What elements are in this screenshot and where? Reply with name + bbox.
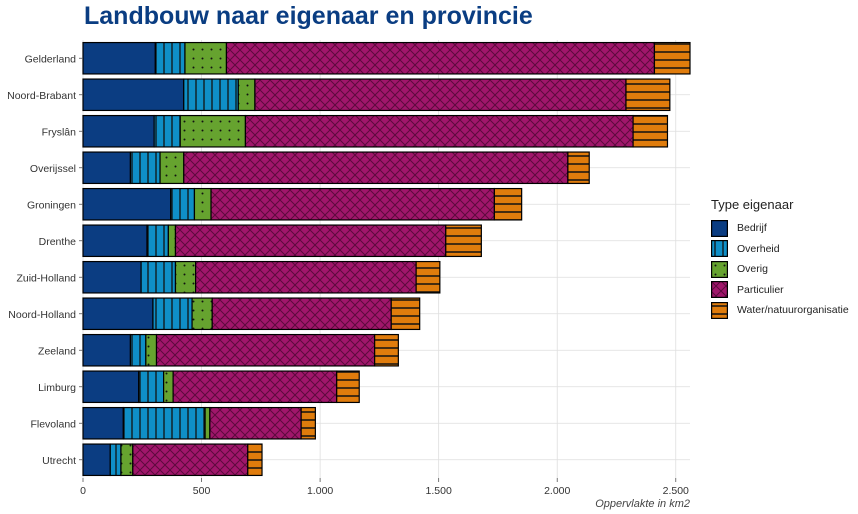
bar-zuid-holland-overig bbox=[174, 260, 197, 294]
bar-zeeland-particulier bbox=[155, 333, 376, 367]
legend-key-bedrijf bbox=[711, 219, 728, 237]
bar-overijssel-overig bbox=[159, 151, 185, 185]
bar-gelderland-bedrijf bbox=[82, 41, 156, 75]
bar-limburg-overig bbox=[163, 370, 174, 404]
legend-key-overig bbox=[711, 260, 728, 278]
bar-flevoland-bedrijf bbox=[82, 406, 124, 440]
y-tick-label-utrecht: Utrecht bbox=[42, 455, 76, 467]
bar-noord-holland-bedrijf bbox=[82, 297, 154, 331]
bar-zeeland-overig bbox=[145, 333, 158, 367]
bar-utrecht-overheid bbox=[109, 443, 122, 477]
bar-utrecht-bedrijf bbox=[82, 443, 111, 477]
legend-label: Water/natuurorganisatie bbox=[737, 304, 849, 317]
legend-key-particulier bbox=[711, 281, 728, 299]
bar-utrecht-water-natuurorganisatie bbox=[247, 443, 263, 477]
bar-fryslan-water-natuurorganisatie bbox=[632, 114, 669, 148]
legend-label: Overheid bbox=[737, 242, 780, 255]
bar-groningen-particulier bbox=[210, 187, 495, 221]
bar-groningen-overig bbox=[193, 187, 212, 221]
bar-flevoland-particulier bbox=[209, 406, 302, 440]
bar-noord-brabant-water-natuurorganisatie bbox=[625, 78, 671, 112]
bar-utrecht-particulier bbox=[132, 443, 249, 477]
y-tick-label-noord-brabant: Noord-Brabant bbox=[7, 90, 76, 102]
y-tick-label-drenthe: Drenthe bbox=[39, 236, 77, 248]
bar-gelderland-particulier bbox=[225, 41, 656, 75]
bar-zuid-holland-particulier bbox=[195, 260, 417, 294]
bar-noord-holland-overheid bbox=[152, 297, 193, 331]
chart-title: Landbouw naar eigenaar en provincie bbox=[84, 2, 533, 30]
legend-label: Bedrijf bbox=[737, 222, 767, 235]
y-tick-label-fryslan: Fryslân bbox=[42, 126, 77, 138]
x-axis-title: Oppervlakte in km2 bbox=[595, 498, 690, 510]
y-tick-label-zeeland: Zeeland bbox=[38, 345, 76, 357]
legend-item-overheid: Overheid bbox=[711, 239, 849, 260]
bar-limburg-bedrijf bbox=[82, 370, 140, 404]
x-tick-label: 1.000 bbox=[307, 485, 333, 497]
bar-noord-brabant-particulier bbox=[254, 78, 627, 112]
bar-overijssel-water-natuurorganisatie bbox=[567, 151, 590, 185]
bar-flevoland-overheid bbox=[122, 406, 206, 440]
legend-title: Type eigenaar bbox=[711, 197, 794, 212]
legend-label: Particulier bbox=[737, 283, 784, 296]
bar-drenthe-overig bbox=[167, 224, 177, 258]
bar-drenthe-water-natuurorganisatie bbox=[445, 224, 482, 258]
x-tick-label: 2.500 bbox=[663, 485, 689, 497]
y-tick-label-zuid-holland: Zuid-Holland bbox=[16, 272, 76, 284]
bar-overijssel-overheid bbox=[129, 151, 161, 185]
bar-groningen-bedrijf bbox=[82, 187, 172, 221]
bar-flevoland-water-natuurorganisatie bbox=[300, 406, 316, 440]
bar-flevoland-overig bbox=[204, 406, 211, 440]
bar-drenthe-overheid bbox=[146, 224, 169, 258]
bar-zeeland-overheid bbox=[129, 333, 147, 367]
bar-gelderland-overig bbox=[184, 41, 228, 75]
legend-item-particulier: Particulier bbox=[711, 280, 849, 301]
bar-zuid-holland-water-natuurorganisatie bbox=[415, 260, 441, 294]
x-tick-label: 2.000 bbox=[544, 485, 570, 497]
y-tick-label-limburg: Limburg bbox=[38, 382, 76, 394]
legend-key-water-natuurorganisatie bbox=[711, 301, 728, 319]
bar-groningen-water-natuurorganisatie bbox=[493, 187, 523, 221]
y-tick-label-overijssel: Overijssel bbox=[30, 163, 76, 175]
y-tick-label-groningen: Groningen bbox=[27, 199, 76, 211]
bar-drenthe-particulier bbox=[174, 224, 447, 258]
bar-limburg-water-natuurorganisatie bbox=[336, 370, 360, 404]
bar-zuid-holland-overheid bbox=[140, 260, 177, 294]
legend-label: Overig bbox=[737, 263, 768, 276]
bar-noord-holland-water-natuurorganisatie bbox=[390, 297, 421, 331]
bar-zeeland-bedrijf bbox=[82, 333, 132, 367]
legend-item-water-natuurorganisatie: Water/natuurorganisatie bbox=[711, 300, 849, 321]
bar-groningen-overheid bbox=[170, 187, 196, 221]
y-tick-label-gelderland: Gelderland bbox=[25, 53, 77, 65]
y-tick-label-noord-holland: Noord-Holland bbox=[8, 309, 76, 321]
bar-noord-brabant-overig bbox=[237, 78, 256, 112]
bar-noord-holland-particulier bbox=[211, 297, 392, 331]
bar-fryslan-overig bbox=[179, 114, 247, 148]
bar-noord-brabant-bedrijf bbox=[82, 78, 185, 112]
bar-utrecht-overig bbox=[120, 443, 134, 477]
legend-key-overheid bbox=[711, 240, 728, 258]
bar-drenthe-bedrijf bbox=[82, 224, 148, 258]
bar-fryslan-particulier bbox=[244, 114, 634, 148]
bar-overijssel-particulier bbox=[183, 151, 569, 185]
legend: Type eigenaar Bedrijf Overheid Overig Parti… bbox=[711, 197, 849, 321]
x-tick-label: 1.500 bbox=[426, 485, 452, 497]
bar-gelderland-overheid bbox=[154, 41, 186, 75]
x-tick-label: 500 bbox=[193, 485, 211, 497]
bar-fryslan-overheid bbox=[153, 114, 181, 148]
bar-noord-holland-overig bbox=[191, 297, 213, 331]
bar-zeeland-water-natuurorganisatie bbox=[374, 333, 399, 367]
bar-noord-brabant-overheid bbox=[183, 78, 239, 112]
x-tick-label: 0 bbox=[80, 485, 86, 497]
bar-limburg-overheid bbox=[138, 370, 165, 404]
y-tick-label-flevoland: Flevoland bbox=[30, 418, 76, 430]
bar-fryslan-bedrijf bbox=[82, 114, 155, 148]
bar-zuid-holland-bedrijf bbox=[82, 260, 142, 294]
bar-overijssel-bedrijf bbox=[82, 151, 132, 185]
bar-limburg-particulier bbox=[172, 370, 338, 404]
legend-item-bedrijf: Bedrijf bbox=[711, 218, 849, 239]
bar-gelderland-water-natuurorganisatie bbox=[653, 41, 691, 75]
legend-item-overig: Overig bbox=[711, 259, 849, 280]
